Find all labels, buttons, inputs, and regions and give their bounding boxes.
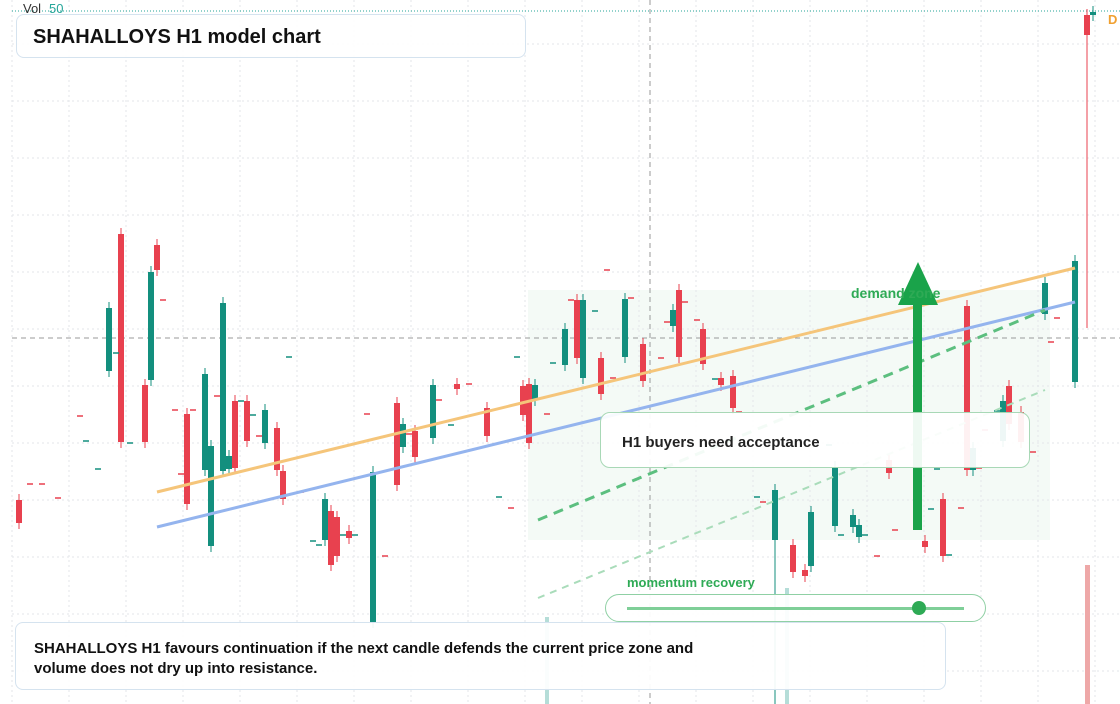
candle	[1090, 12, 1096, 15]
candle	[412, 431, 418, 457]
note: SHAHALLOYS H1 favours continuation if th…	[34, 640, 694, 677]
candle	[850, 515, 856, 527]
candle	[346, 531, 352, 538]
candle	[790, 545, 796, 572]
candle	[184, 414, 190, 504]
vol-label: Vol	[23, 1, 41, 16]
volume-bar	[1085, 565, 1090, 704]
candle	[640, 344, 646, 381]
zone-label: demand zone	[851, 285, 941, 301]
candle	[454, 384, 460, 389]
candle	[226, 456, 232, 469]
title-box: SHAHALLOYS H1 model chart	[16, 14, 526, 58]
candle	[232, 401, 238, 468]
callout: H1 buyers need acceptance	[600, 412, 1030, 468]
momentum-slider	[605, 594, 986, 622]
candle	[1042, 283, 1048, 314]
vol-value: 50	[49, 1, 63, 16]
slider-track	[627, 607, 964, 610]
candle	[1072, 261, 1078, 382]
candle	[580, 300, 586, 378]
candle	[520, 386, 526, 415]
momentum-label: momentum recovery	[627, 575, 755, 590]
candle	[562, 329, 568, 365]
candle	[334, 517, 340, 556]
slider-knob	[912, 601, 926, 615]
candle	[598, 358, 604, 394]
candle	[148, 272, 154, 380]
candle	[142, 385, 148, 442]
candle	[244, 401, 250, 441]
candle	[532, 385, 538, 400]
candle	[922, 541, 928, 547]
badge: D	[1108, 12, 1117, 27]
candle	[328, 511, 334, 565]
candle	[16, 500, 22, 523]
candle	[574, 300, 580, 358]
candle	[484, 408, 490, 436]
candle	[940, 499, 946, 556]
candle	[154, 245, 160, 270]
candle	[832, 467, 838, 526]
candle	[220, 303, 226, 471]
candle	[622, 299, 628, 357]
candle	[526, 384, 532, 443]
candle	[262, 410, 268, 443]
candle	[202, 374, 208, 470]
candle	[208, 446, 214, 546]
candle	[730, 376, 736, 408]
candle	[106, 308, 112, 371]
candle	[808, 512, 814, 566]
candle	[856, 525, 862, 537]
title: SHAHALLOYS H1 model chart	[33, 26, 321, 48]
arrow-head	[898, 262, 938, 305]
candle	[322, 499, 328, 540]
candle	[718, 378, 724, 385]
candle	[274, 428, 280, 470]
callout-text: H1 buyers need acceptance	[622, 434, 820, 451]
candle	[802, 570, 808, 576]
candle	[394, 403, 400, 485]
candle	[118, 234, 124, 442]
candle	[430, 385, 436, 438]
candles	[16, 6, 1096, 704]
candle	[670, 310, 676, 326]
candle	[400, 424, 406, 447]
candle	[280, 471, 286, 499]
note-box: SHAHALLOYS H1 favours continuation if th…	[15, 622, 946, 690]
candle	[964, 306, 970, 470]
candle	[370, 472, 376, 622]
candle	[676, 290, 682, 357]
grid	[11, 0, 1120, 704]
candle	[700, 329, 706, 364]
